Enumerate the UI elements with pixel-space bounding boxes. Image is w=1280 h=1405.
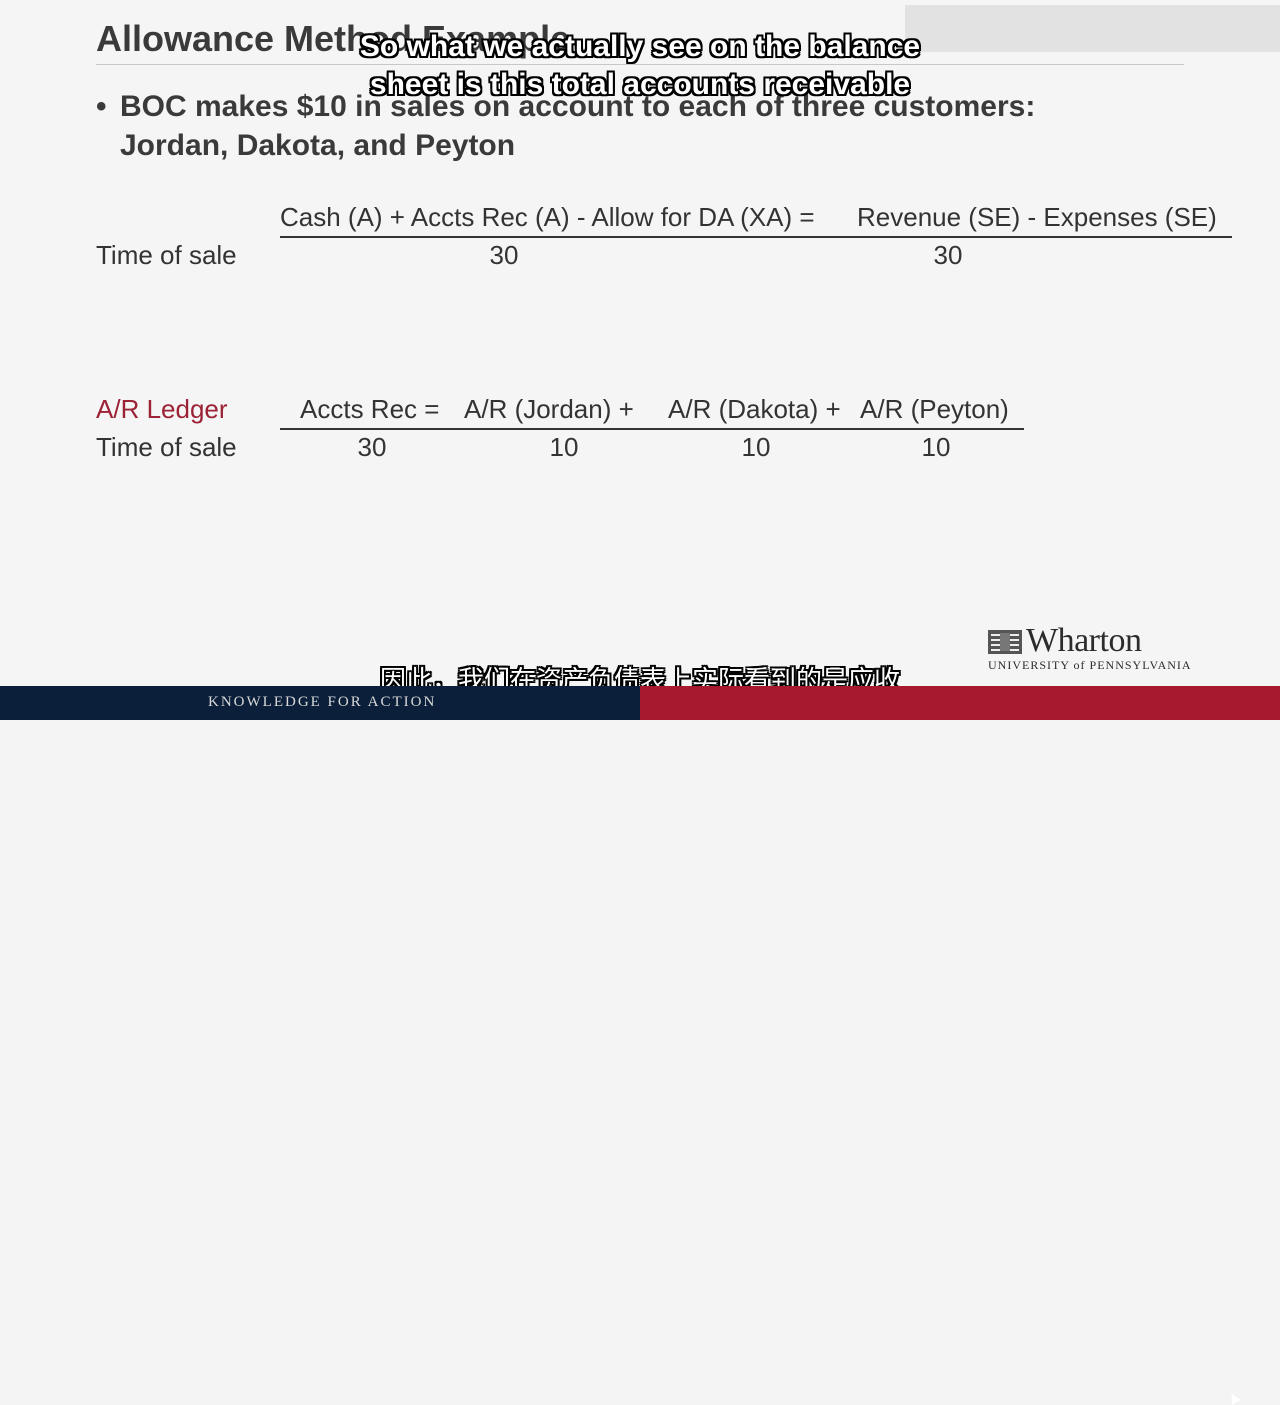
ledger-value-dakota: 10 bbox=[741, 432, 771, 462]
ledger-header-jordan: A/R (Jordan) + bbox=[464, 394, 634, 424]
logo-subtitle: UNIVERSITY of PENNSYLVANIA bbox=[988, 658, 1192, 672]
equation-accts-rec-value: 30 bbox=[489, 240, 519, 270]
ledger-header-accts-rec: Accts Rec = bbox=[300, 394, 440, 424]
ledger-value-accts-rec: 30 bbox=[357, 432, 387, 462]
subtitle-english-line1: So what we actually see on the balance bbox=[359, 30, 921, 63]
ledger-value-peyton: 10 bbox=[921, 432, 951, 462]
wharton-logo: Wharton UNIVERSITY of PENNSYLVANIA bbox=[988, 622, 1191, 674]
subtitle-english-line2: sheet is this total accounts receivable bbox=[369, 68, 911, 101]
equation-header-left: Cash (A) + Accts Rec (A) - Allow for DA … bbox=[280, 202, 815, 232]
title-divider bbox=[96, 64, 1184, 65]
equation-header-right: Revenue (SE) - Expenses (SE) bbox=[857, 202, 1217, 232]
slide-content: Allowance Method Example • BOC makes $10… bbox=[0, 0, 1280, 686]
bullet-dot-icon: • bbox=[96, 90, 107, 123]
ledger-row-label: Time of sale bbox=[96, 432, 237, 462]
footer-red-band bbox=[640, 686, 1280, 720]
corner-overlay-box bbox=[905, 5, 1280, 52]
shield-icon bbox=[988, 630, 1022, 654]
ledger-label: A/R Ledger bbox=[96, 394, 228, 424]
equation-revenue-value: 30 bbox=[933, 240, 963, 270]
ledger-header-rule bbox=[280, 428, 1024, 430]
equation-row-label: Time of sale bbox=[96, 240, 237, 270]
ledger-value-jordan: 10 bbox=[549, 432, 579, 462]
bullet-text-line1: BOC makes $10 in sales on account to eac… bbox=[120, 90, 1036, 123]
slide-title: Allowance Method Example bbox=[96, 18, 571, 59]
ledger-header-dakota: A/R (Dakota) + bbox=[668, 394, 841, 424]
bullet-text-line2: Jordan, Dakota, and Peyton bbox=[120, 129, 516, 162]
equation-header-rule bbox=[280, 236, 1232, 238]
logo-wordmark: Wharton bbox=[1026, 622, 1142, 659]
ledger-header-peyton: A/R (Peyton) bbox=[860, 394, 1009, 424]
footer-bar: KNOWLEDGE FOR ACTION bbox=[0, 686, 1280, 1405]
footer-tagline: KNOWLEDGE FOR ACTION bbox=[208, 694, 437, 710]
mouse-cursor-icon bbox=[1227, 1391, 1241, 1405]
